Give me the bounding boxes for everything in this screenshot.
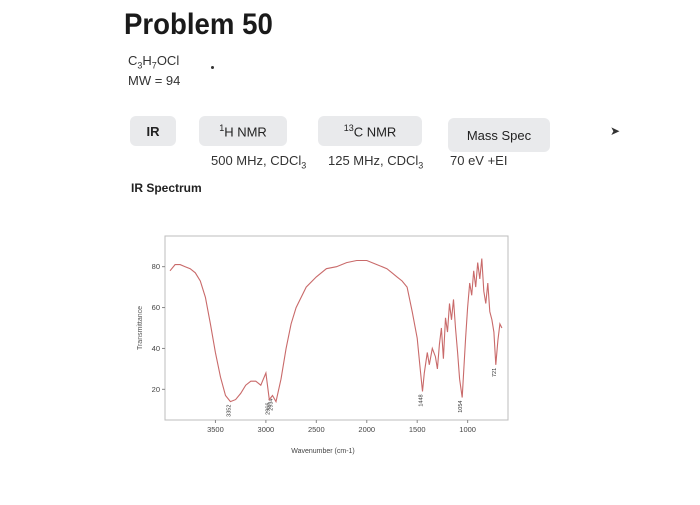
y-tick-label: 60: [152, 303, 160, 312]
spectrum-line: [169, 258, 503, 404]
tab-ir[interactable]: IR: [130, 116, 176, 146]
x-tick-label: 1500: [409, 425, 426, 434]
y-axis-label: Transmittance: [137, 306, 144, 350]
plot-area-frame: [164, 235, 509, 421]
x-tick-label: 3000: [258, 425, 275, 434]
molecular-weight: MW = 94: [128, 73, 181, 88]
x-tick-label: 1000: [459, 425, 476, 434]
peak-label: 721: [492, 368, 498, 377]
tab-13c-nmr[interactable]: 13C NMR: [318, 116, 422, 146]
page-title: Problem 50: [124, 8, 273, 41]
peak-label: 2966: [265, 403, 271, 415]
y-tick-label: 20: [152, 385, 160, 394]
peak-label: 1448: [418, 394, 424, 406]
tab-mass-spec-label: Mass Spec: [466, 127, 532, 143]
peak-label: 1054: [458, 401, 464, 413]
x-tick-label: 2000: [358, 425, 375, 434]
mass-spec-conditions: 70 eV +EI: [450, 153, 508, 168]
tab-mass-spec[interactable]: Mass Spec: [448, 118, 550, 152]
x-tick-label: 3500: [207, 425, 224, 434]
peak-label: 2934: [269, 398, 275, 410]
y-tick-label: 80: [152, 262, 160, 271]
nmr-13c-conditions: 125 MHz, CDCl3: [328, 153, 424, 171]
nmr-1h-conditions: 500 MHz, CDCl3: [211, 153, 307, 171]
ir-spectrum-heading: IR Spectrum: [131, 181, 202, 195]
molecular-formula: C3H7OCl: [128, 53, 180, 71]
tab-1h-nmr[interactable]: 1H NMR: [199, 116, 287, 146]
tab-1h-nmr-label: 1H NMR: [219, 122, 267, 140]
mouse-cursor-icon: ➤: [610, 124, 621, 138]
stray-dot: [211, 66, 214, 69]
x-tick-label: 2500: [308, 425, 325, 434]
tab-13c-nmr-label: 13C NMR: [343, 122, 397, 140]
tab-ir-label: IR: [146, 123, 160, 139]
x-axis-label: Wavenumber (cm-1): [291, 448, 355, 455]
y-tick-label: 40: [152, 344, 160, 353]
ir-spectrum-chart: 3500 3000 2500 2000 1500 1000 20 40 60 80 3352 296…: [137, 235, 509, 455]
peak-label: 3352: [226, 405, 232, 417]
